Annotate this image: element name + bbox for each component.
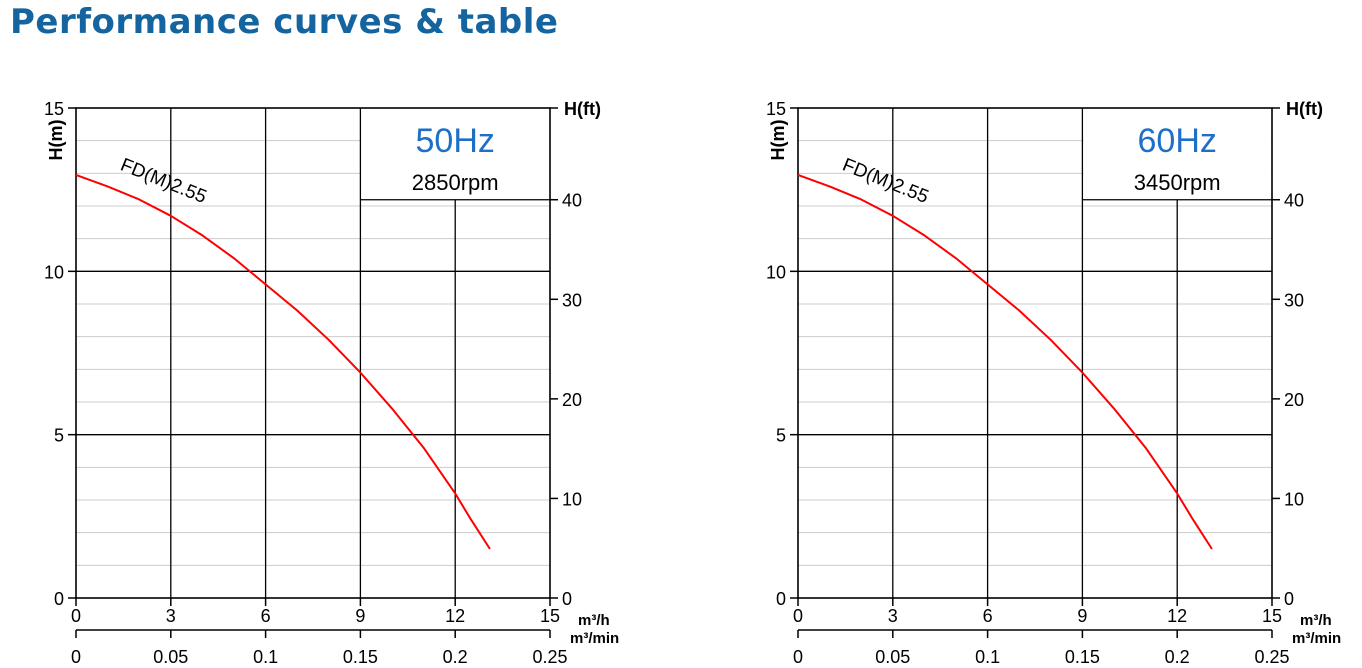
x-tick-label: 12	[1167, 606, 1187, 626]
curve-label: FD(M)2.55	[117, 155, 209, 208]
x-tick-label: 9	[355, 606, 365, 626]
y-tick-label: 15	[766, 99, 786, 119]
y-tick-label: 0	[776, 589, 786, 609]
x2-unit-label: m³/min	[570, 630, 619, 647]
plot-frame	[75, 107, 551, 599]
y2-tick-label: 0	[562, 589, 572, 609]
y2-tick-label: 30	[562, 290, 582, 310]
y2-tick-label: 0	[1284, 589, 1294, 609]
y-tick-label: 15	[44, 99, 64, 119]
y2-axis-title: H(ft)	[564, 99, 601, 119]
y-axis-title: H(m)	[46, 120, 66, 161]
y2-tick-label: 40	[562, 191, 582, 211]
x2-tick-label: 0.25	[532, 647, 567, 667]
y2-tick-label: 10	[1284, 489, 1304, 509]
y-tick-label: 0	[54, 589, 64, 609]
performance-curve-fd-m-2-55	[75, 174, 491, 550]
frequency-label: 50Hz	[416, 122, 495, 160]
y2-tick-label: 30	[1284, 290, 1304, 310]
x-tick-label: 6	[983, 606, 993, 626]
x-unit-label: m³/h	[578, 612, 610, 629]
x-tick-label: 15	[540, 606, 560, 626]
x2-tick-label: 0.25	[1254, 647, 1289, 667]
x-unit-label: m³/h	[1300, 612, 1332, 629]
x-tick-label: 3	[166, 606, 176, 626]
x2-tick-label: 0.1	[975, 647, 1000, 667]
x2-tick-label: 0.05	[875, 647, 910, 667]
x-tick-label: 6	[261, 606, 271, 626]
info-box-background	[361, 109, 549, 200]
y-tick-label: 10	[44, 262, 64, 282]
y2-tick-label: 20	[1284, 390, 1304, 410]
x2-unit-label: m³/min	[1292, 630, 1341, 647]
info-box-background	[1083, 109, 1271, 200]
x-tick-label: 15	[1262, 606, 1282, 626]
y2-tick-label: 10	[562, 489, 582, 509]
x2-tick-label: 0	[793, 647, 803, 667]
page-title: Performance curves & table	[10, 2, 559, 42]
rpm-label: 2850rpm	[412, 170, 499, 195]
x2-tick-label: 0.1	[253, 647, 278, 667]
y-tick-label: 10	[766, 262, 786, 282]
rpm-label: 3450rpm	[1134, 170, 1221, 195]
y-axis-title: H(m)	[768, 120, 788, 161]
x2-tick-label: 0.15	[343, 647, 378, 667]
x2-tick-label: 0.05	[153, 647, 188, 667]
x2-tick-label: 0	[71, 647, 81, 667]
x2-tick-label: 0.2	[443, 647, 468, 667]
plot-frame	[797, 107, 1273, 599]
y-tick-label: 5	[54, 426, 64, 446]
x2-tick-label: 0.15	[1065, 647, 1100, 667]
curve-label: FD(M)2.55	[839, 155, 931, 208]
y2-axis-title: H(ft)	[1286, 99, 1323, 119]
x-tick-label: 0	[71, 606, 81, 626]
y-tick-label: 5	[776, 426, 786, 446]
x-tick-label: 0	[793, 606, 803, 626]
x-tick-label: 3	[888, 606, 898, 626]
x-tick-label: 12	[445, 606, 465, 626]
x-tick-label: 9	[1077, 606, 1087, 626]
y2-tick-label: 20	[562, 390, 582, 410]
performance-curve-fd-m-2-55	[797, 174, 1213, 550]
frequency-label: 60Hz	[1138, 122, 1217, 160]
y2-tick-label: 40	[1284, 191, 1304, 211]
x2-tick-label: 0.2	[1165, 647, 1190, 667]
